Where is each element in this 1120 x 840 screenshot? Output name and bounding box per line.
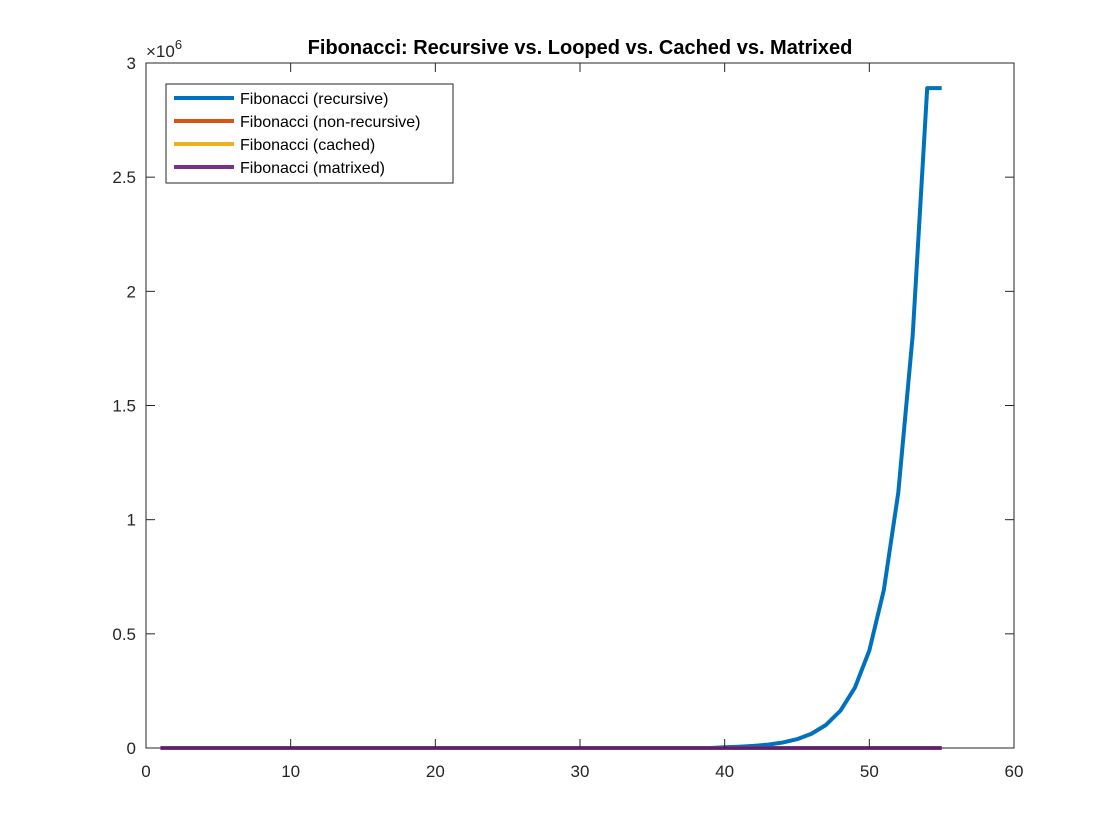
y-exponent-base: ×10 <box>146 42 175 61</box>
y-tick-label: 3 <box>127 54 136 73</box>
legend-label-3: Fibonacci (matrixed) <box>240 160 385 177</box>
x-tick-label: 0 <box>141 762 150 781</box>
y-axis-exponent: ×106 <box>146 37 182 61</box>
x-tick-label: 50 <box>860 762 879 781</box>
y-tick-label: 0 <box>127 739 136 758</box>
y-tick-label: 2.5 <box>112 168 136 187</box>
y-tick-label: 0.5 <box>112 625 136 644</box>
x-tick-label: 20 <box>426 762 445 781</box>
x-tick-label: 10 <box>281 762 300 781</box>
legend-label-1: Fibonacci (non-recursive) <box>240 114 421 131</box>
y-tick-label: 2 <box>127 282 136 301</box>
legend: Fibonacci (recursive) Fibonacci (non-recu… <box>165 83 454 184</box>
y-tick-label: 1 <box>127 511 136 530</box>
legend-label-0: Fibonacci (recursive) <box>240 91 388 108</box>
y-exponent-power: 6 <box>175 37 182 52</box>
y-tick-label: 1.5 <box>112 397 136 416</box>
x-tick-label: 60 <box>1005 762 1024 781</box>
chart-title: Fibonacci: Recursive vs. Looped vs. Cach… <box>308 37 853 59</box>
axes-layer: 0 10 20 30 40 50 60 0 0.5 1 1.5 2 2.5 3 <box>112 54 1023 781</box>
legend-label-2: Fibonacci (cached) <box>240 137 375 154</box>
x-tick-label: 30 <box>571 762 590 781</box>
x-tick-label: 40 <box>715 762 734 781</box>
